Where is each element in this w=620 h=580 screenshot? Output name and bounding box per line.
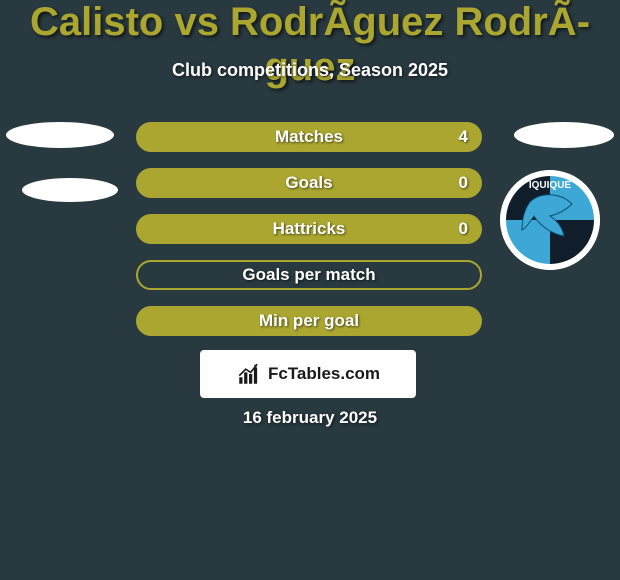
stat-value: 0 [459,173,468,193]
comparison-infographic: Calisto vs RodrÃ­guez RodrÃ­guez Club co… [0,0,620,580]
club-badge-iquique: IQUIQUE [500,170,600,270]
page-subtitle: Club competitions, Season 2025 [0,60,620,81]
branding-text: FcTables.com [268,364,380,384]
stat-row-matches: Matches 4 [136,122,482,152]
stat-label: Goals [138,173,480,193]
chart-icon [236,361,262,387]
stat-row-min-per-goal: Min per goal [136,306,482,336]
stat-label: Hattricks [138,219,480,239]
stat-row-goals-per-match: Goals per match [136,260,482,290]
stat-label: Matches [138,127,480,147]
stat-label: Goals per match [138,265,480,285]
right-avatar-ellipse [514,122,614,148]
branding-box: FcTables.com [200,350,416,398]
stat-label: Min per goal [138,311,480,331]
stat-value: 4 [459,127,468,147]
stat-row-hattricks: Hattricks 0 [136,214,482,244]
date-text: 16 february 2025 [0,408,620,428]
club-badge-text: IQUIQUE [529,180,572,191]
left-avatar-ellipse-2 [22,178,118,202]
stat-value: 0 [459,219,468,239]
stat-row-goals: Goals 0 [136,168,482,198]
left-avatar-ellipse-1 [6,122,114,148]
